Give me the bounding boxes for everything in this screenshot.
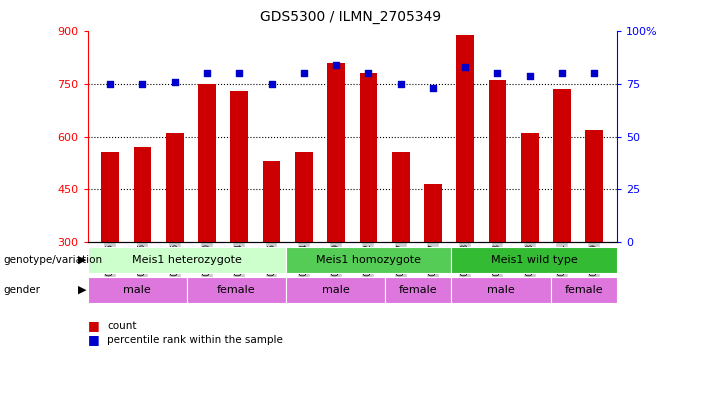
Point [428, 85, 439, 91]
Bar [551, 277, 617, 303]
Bar [386, 277, 451, 303]
Bar [166, 133, 184, 242]
Point [104, 81, 116, 87]
Bar [88, 277, 187, 303]
Text: genotype/variation: genotype/variation [4, 255, 102, 265]
Bar [521, 133, 538, 242]
Text: male: male [123, 285, 151, 295]
Bar [553, 89, 571, 242]
Text: male: male [322, 285, 350, 295]
Point [363, 70, 374, 77]
Bar [295, 152, 313, 242]
Bar [263, 161, 280, 242]
Point [298, 70, 309, 77]
Bar [187, 277, 286, 303]
Text: gender: gender [4, 285, 41, 295]
Text: ▶: ▶ [79, 285, 87, 295]
Point [266, 81, 277, 87]
Point [201, 70, 212, 77]
Text: male: male [487, 285, 515, 295]
Bar [424, 184, 442, 242]
Point [524, 72, 536, 79]
Point [330, 62, 341, 68]
Bar [456, 35, 474, 242]
Point [460, 64, 471, 70]
Point [137, 81, 148, 87]
Text: ■: ■ [88, 333, 100, 346]
Text: female: female [399, 285, 437, 295]
Text: Meis1 homozygote: Meis1 homozygote [316, 255, 421, 265]
Text: female: female [217, 285, 256, 295]
Point [169, 79, 180, 85]
Bar [489, 81, 506, 242]
Text: ■: ■ [88, 319, 100, 332]
Bar [286, 277, 386, 303]
Point [589, 70, 600, 77]
Bar [451, 247, 617, 272]
Bar [134, 147, 151, 242]
Bar [102, 152, 119, 242]
Text: percentile rank within the sample: percentile rank within the sample [107, 334, 283, 345]
Text: Meis1 heterozygote: Meis1 heterozygote [132, 255, 242, 265]
Point [557, 70, 568, 77]
Text: count: count [107, 321, 137, 331]
Point [233, 70, 245, 77]
Bar [451, 277, 551, 303]
Bar [392, 152, 409, 242]
Text: female: female [564, 285, 603, 295]
Bar [360, 73, 377, 242]
Bar [231, 91, 248, 242]
Bar [88, 247, 286, 272]
Point [395, 81, 407, 87]
Text: ▶: ▶ [79, 255, 87, 265]
Bar [585, 130, 603, 242]
Text: GDS5300 / ILMN_2705349: GDS5300 / ILMN_2705349 [260, 10, 441, 24]
Bar [286, 247, 451, 272]
Point [492, 70, 503, 77]
Text: Meis1 wild type: Meis1 wild type [491, 255, 578, 265]
Bar [198, 84, 216, 242]
Bar [327, 63, 345, 242]
